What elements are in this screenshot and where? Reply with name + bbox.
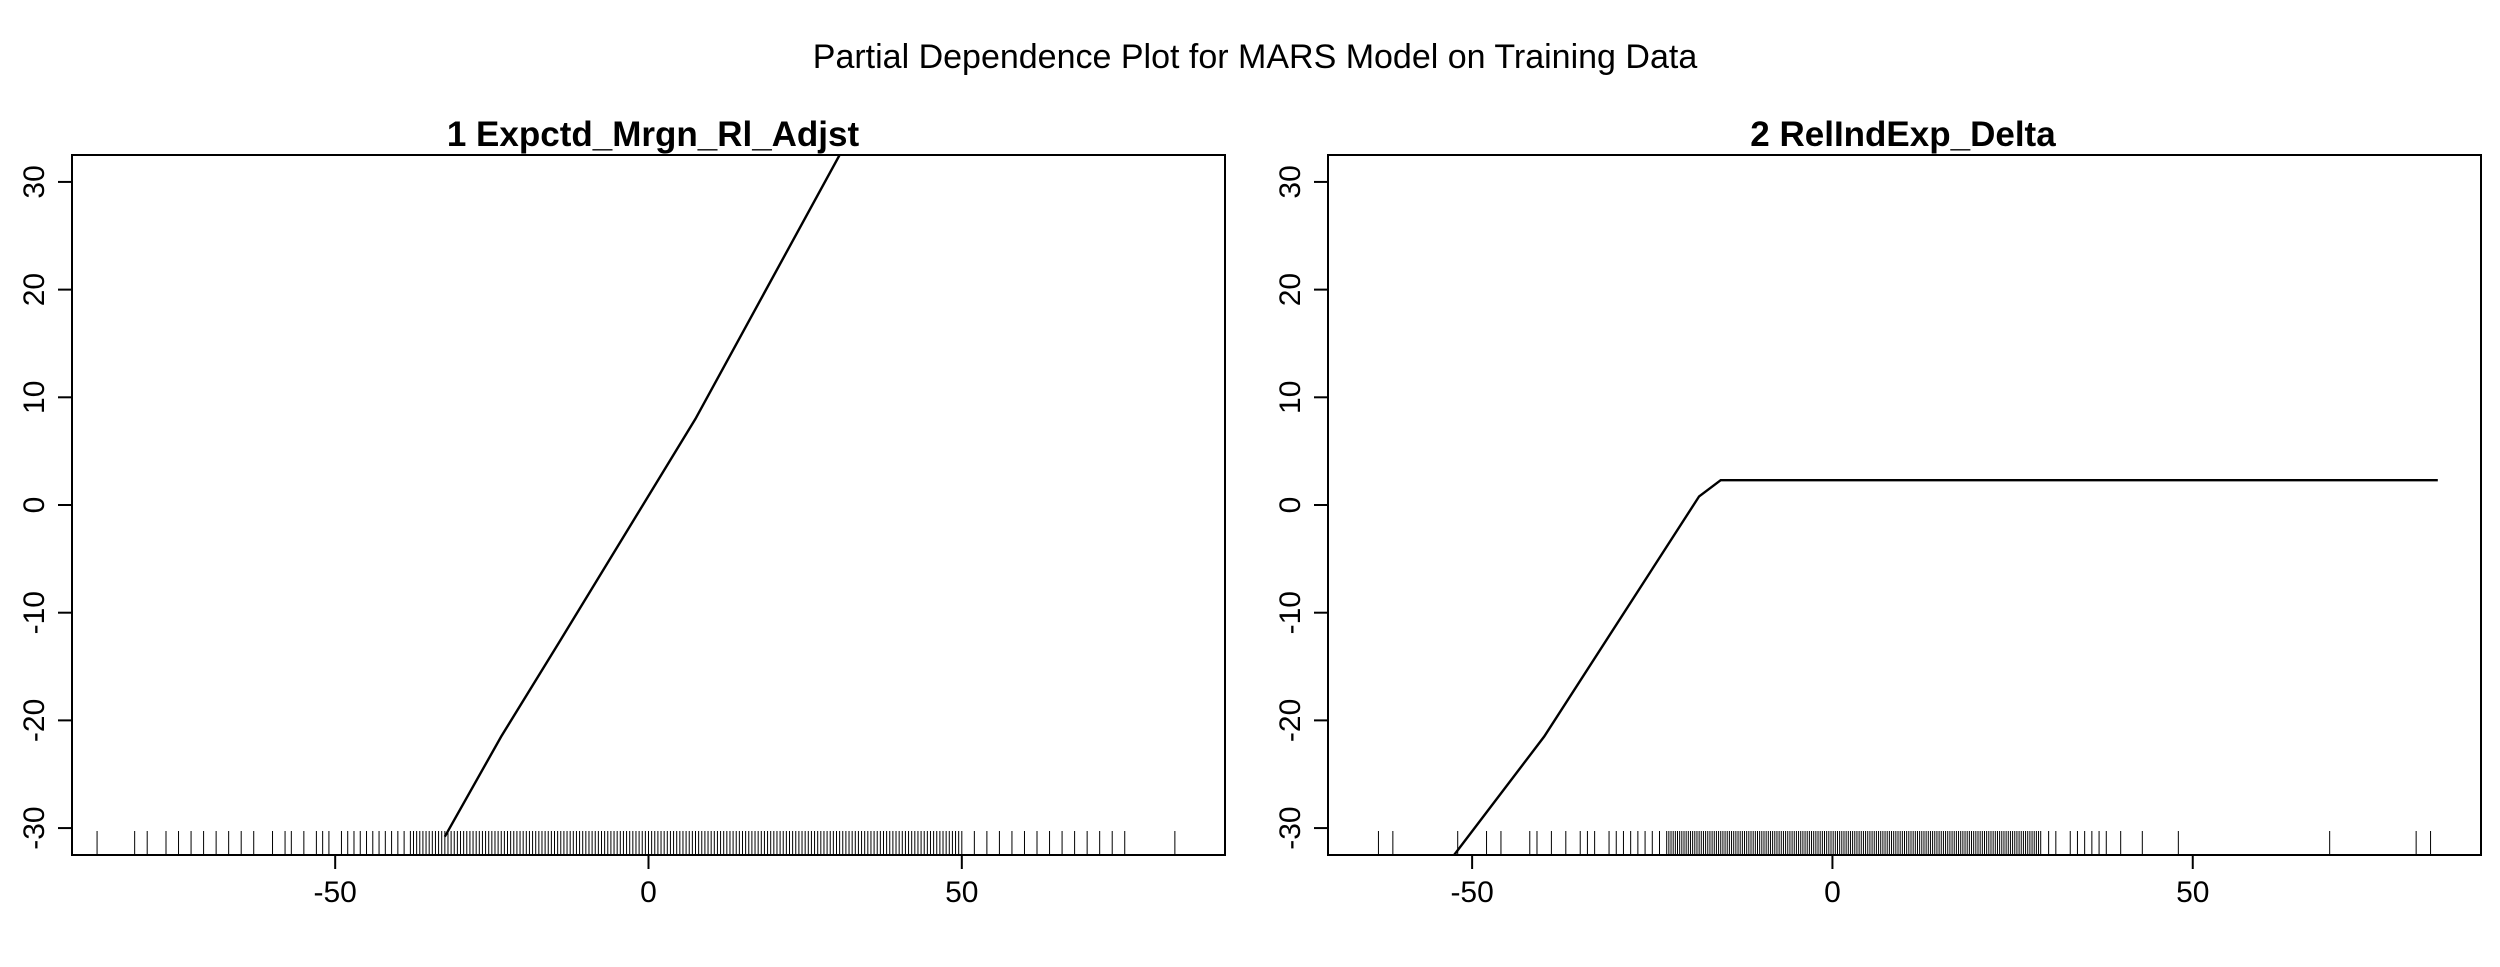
y-tick-label: 20 xyxy=(18,273,51,306)
y-tick-label: -20 xyxy=(1274,699,1307,742)
x-tick-label: 50 xyxy=(945,876,978,909)
plot-frame xyxy=(1327,154,2482,856)
y-tick-label: 20 xyxy=(1274,273,1307,306)
y-tick-label: -30 xyxy=(1274,806,1307,849)
y-tick-label: 30 xyxy=(1274,165,1307,198)
figure-title: Partial Dependence Plot for MARS Model o… xyxy=(813,38,1698,76)
x-tick-label: 50 xyxy=(2176,876,2209,909)
y-tick-label: 0 xyxy=(1274,497,1307,514)
y-tick-label: 10 xyxy=(1274,381,1307,414)
panel-title: 2 RelIndExp_Delta xyxy=(1750,115,2056,154)
dependence-line xyxy=(443,155,841,838)
panel-relindexp-delta: 2 RelIndExp_Delta -50 0 50 -30 -20 -10 0 10 20 30 xyxy=(1274,115,2482,909)
y-tick-label: 0 xyxy=(18,497,51,514)
x-tick-label: -50 xyxy=(314,876,357,909)
x-tick-label: -50 xyxy=(1450,876,1493,909)
x-tick-label: 0 xyxy=(1824,876,1841,909)
x-tick-label: 0 xyxy=(640,876,657,909)
y-tick-label: 10 xyxy=(18,381,51,414)
y-tick-label: -20 xyxy=(18,699,51,742)
y-tick-label: -10 xyxy=(1274,591,1307,634)
dependence-line xyxy=(1453,479,2438,855)
panel-expctd-mrgn-rl-adjst: 1 Expctd_Mrgn_Rl_Adjst -50 0 50 -30 -20 -10 0 1… xyxy=(18,115,1226,909)
y-tick-label: -30 xyxy=(18,806,51,849)
panel-title: 1 Expctd_Mrgn_Rl_Adjst xyxy=(447,115,860,154)
plot-frame xyxy=(71,154,1226,856)
y-tick-label: 30 xyxy=(18,165,51,198)
y-tick-label: -10 xyxy=(18,591,51,634)
